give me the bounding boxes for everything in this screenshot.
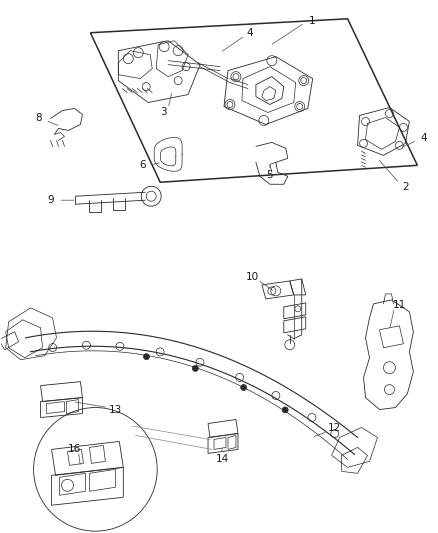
Text: 4: 4	[420, 133, 427, 143]
Circle shape	[144, 354, 149, 360]
Text: 5: 5	[267, 170, 273, 180]
Text: 6: 6	[139, 160, 145, 171]
Circle shape	[282, 407, 288, 413]
Text: 1: 1	[308, 16, 315, 26]
Text: 9: 9	[47, 195, 54, 205]
Text: 2: 2	[402, 182, 409, 192]
Text: 10: 10	[245, 272, 258, 282]
Text: 12: 12	[328, 424, 341, 433]
Text: 8: 8	[35, 114, 42, 124]
Circle shape	[192, 366, 198, 372]
Text: 13: 13	[109, 405, 122, 415]
Text: 4: 4	[247, 28, 253, 38]
Text: 16: 16	[68, 445, 81, 455]
Circle shape	[241, 384, 247, 391]
Text: 14: 14	[215, 455, 229, 464]
Text: 3: 3	[160, 108, 166, 117]
Text: 11: 11	[393, 300, 406, 310]
